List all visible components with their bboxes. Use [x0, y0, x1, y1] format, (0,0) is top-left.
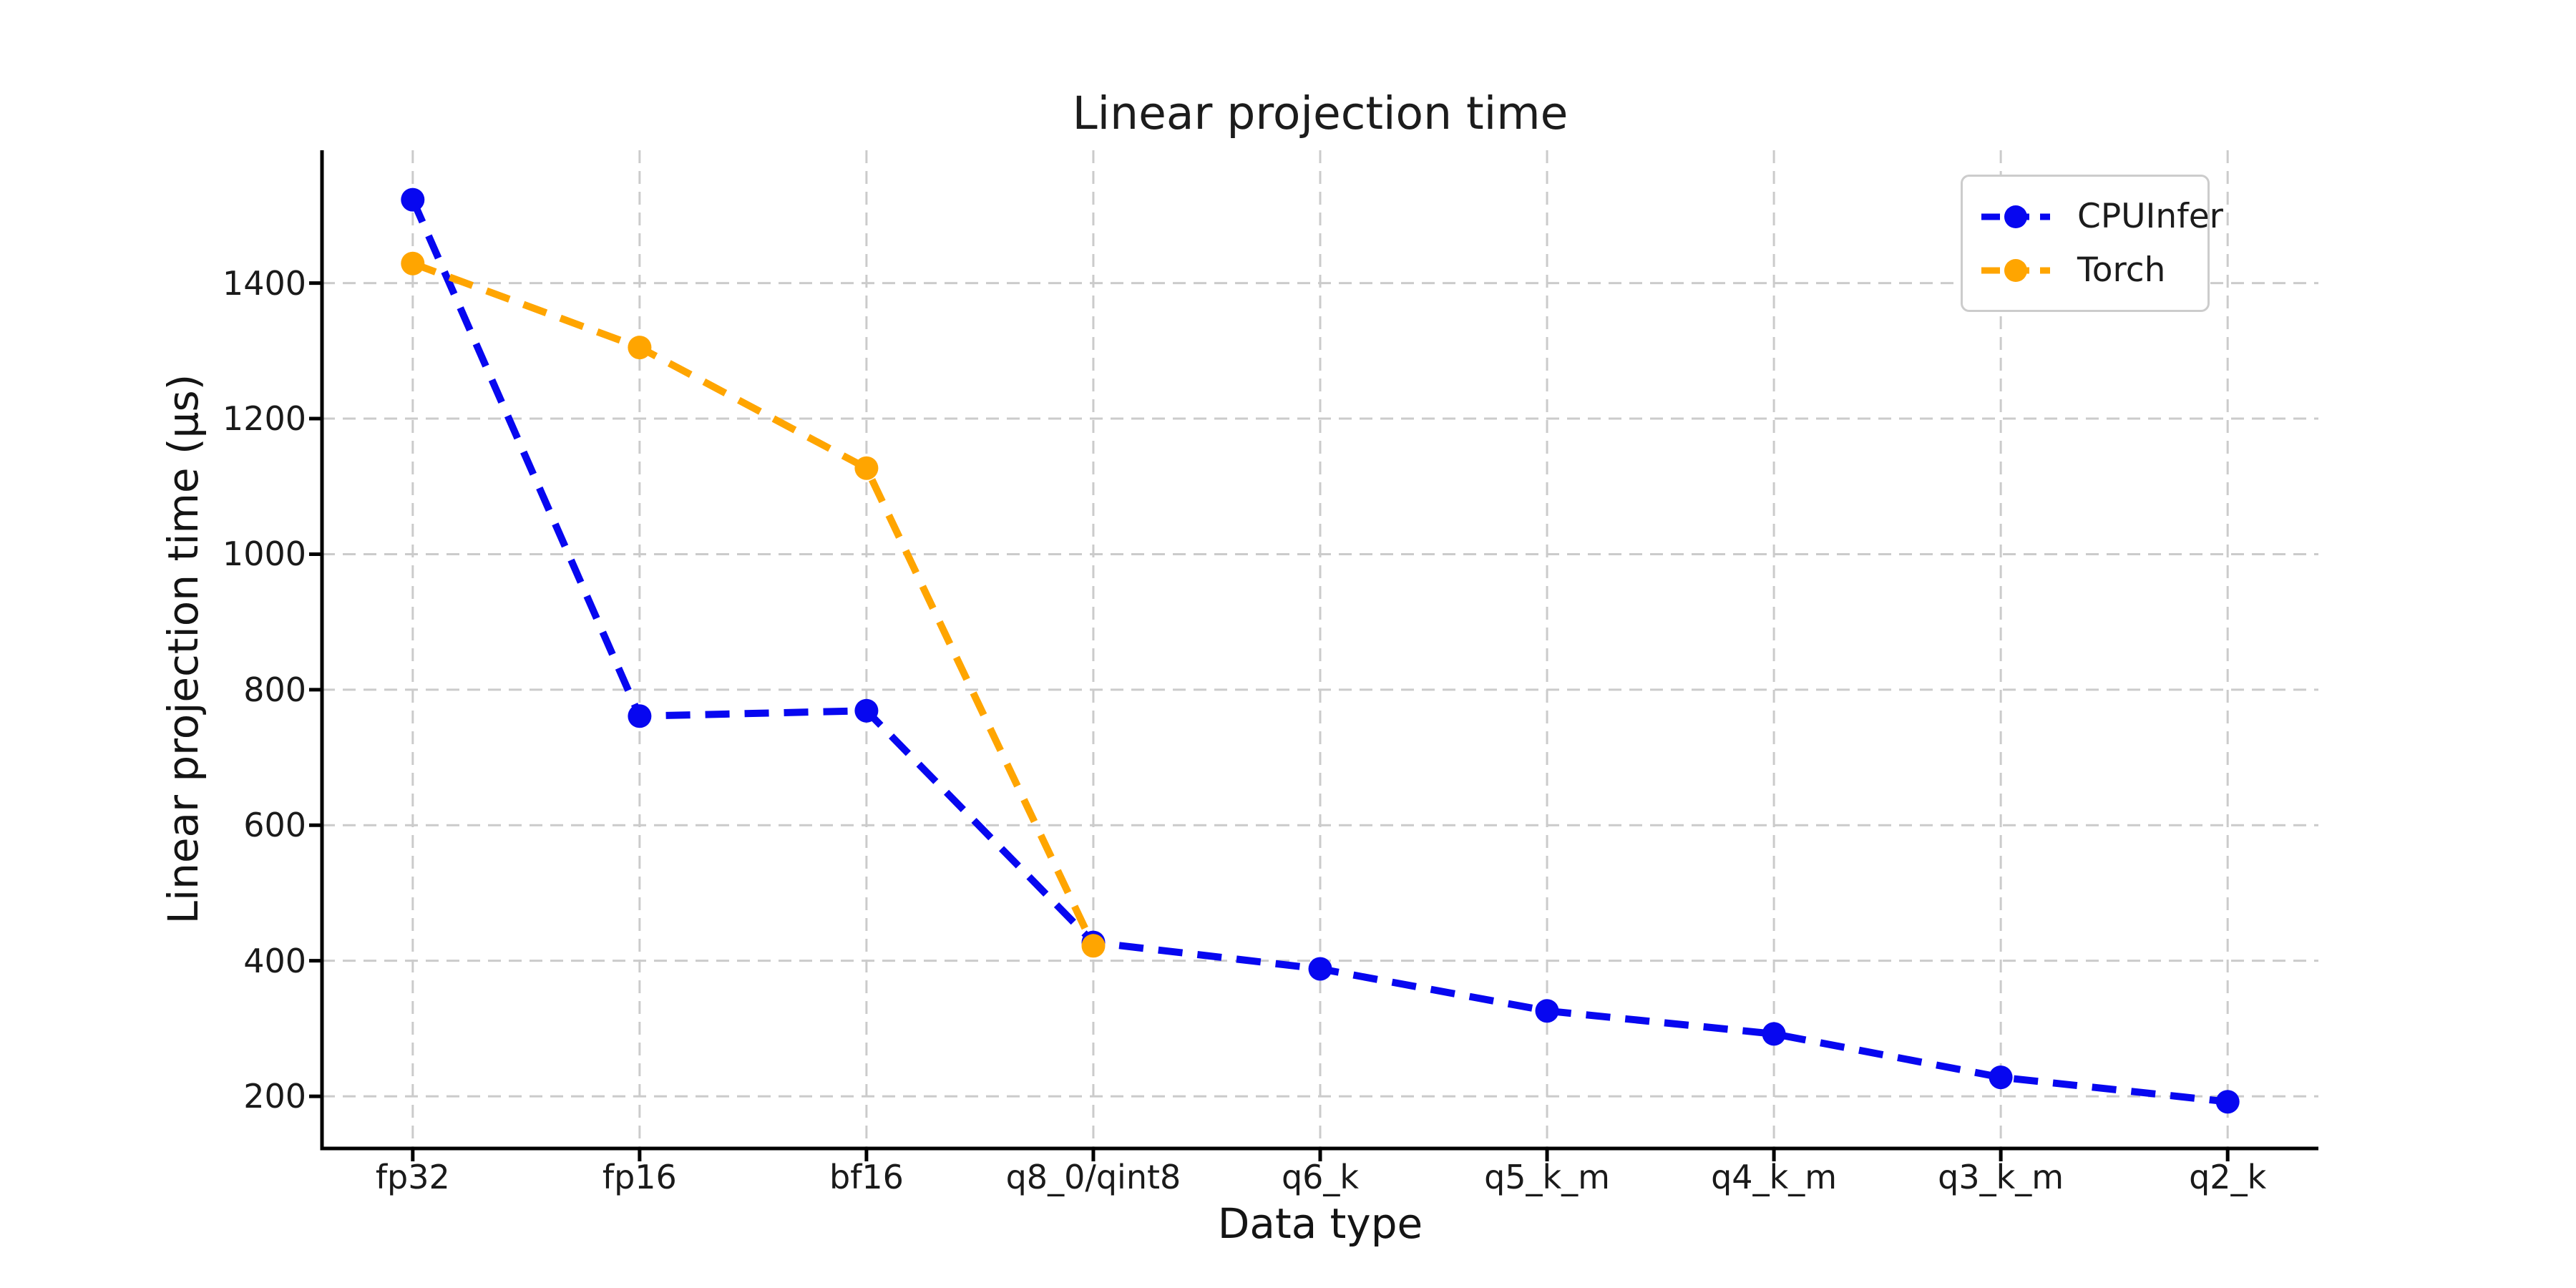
data-point-cpuinfer-fp16 — [628, 704, 652, 728]
x-tick-label: fp16 — [602, 1158, 677, 1196]
legend-entry-cpuinfer: CPUInfer — [1980, 197, 2223, 236]
x-tick-label: q6_k — [1281, 1158, 1360, 1196]
data-point-cpuinfer-q5_k_m — [1535, 999, 1559, 1023]
data-point-cpuinfer-q3_k_m — [1989, 1065, 2013, 1090]
y-tick-label: 800 — [243, 670, 306, 709]
data-point-torch-q8_0/qint8 — [1081, 934, 1106, 958]
legend-label-cpuinfer: CPUInfer — [2077, 197, 2223, 236]
data-point-cpuinfer-fp32 — [401, 187, 425, 212]
y-tick-label: 600 — [243, 806, 306, 845]
y-tick-label: 1200 — [222, 399, 306, 439]
data-point-torch-bf16 — [854, 456, 879, 480]
data-point-cpuinfer-q4_k_m — [1762, 1022, 1786, 1046]
y-tick-label: 200 — [243, 1077, 306, 1116]
series-line-torch — [411, 260, 1097, 947]
y-tick-label: 1000 — [222, 535, 306, 574]
legend-label-torch: Torch — [2077, 250, 2166, 290]
x-tick-label: q2_k — [2189, 1158, 2267, 1196]
data-point-torch-fp32 — [401, 251, 425, 275]
x-tick-label: q3_k_m — [1938, 1158, 2064, 1196]
legend-entry-torch: Torch — [1980, 250, 2207, 290]
x-tick-label: bf16 — [829, 1158, 904, 1196]
chart-title: Linear projection time — [1072, 87, 1568, 140]
x-axis-label: Data type — [1217, 1199, 1423, 1248]
x-tick-label: q8_0/qint8 — [1005, 1158, 1181, 1196]
y-tick-label: 1400 — [222, 263, 306, 303]
data-point-cpuinfer-q6_k — [1308, 957, 1332, 981]
data-point-cpuinfer-q2_k — [2215, 1090, 2240, 1114]
cpuinfer-line-sample — [1981, 205, 2050, 228]
torch-line-sample — [1981, 258, 2050, 282]
legend: CPUInfer Torch — [1961, 175, 2223, 312]
x-tick-label: q4_k_m — [1711, 1158, 1838, 1196]
data-point-torch-fp16 — [628, 336, 652, 360]
x-tick-label: fp32 — [375, 1158, 450, 1196]
x-tick-label: q5_k_m — [1484, 1158, 1610, 1196]
y-tick-label: 400 — [243, 941, 306, 980]
data-point-cpuinfer-bf16 — [854, 698, 879, 723]
